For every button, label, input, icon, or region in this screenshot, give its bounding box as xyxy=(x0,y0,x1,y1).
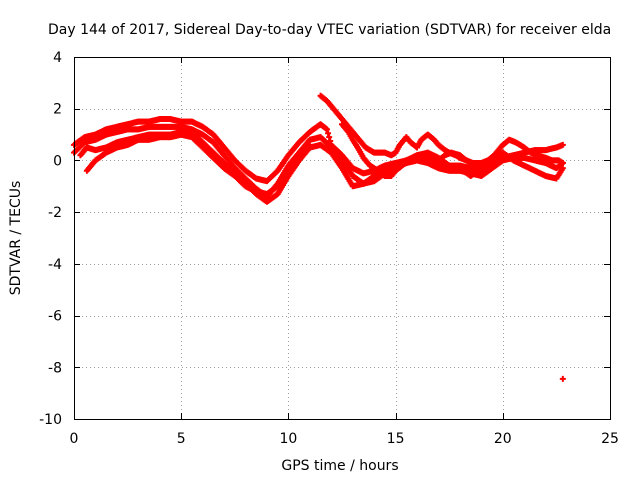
y-tick-label: -8 xyxy=(48,360,62,376)
data-point xyxy=(559,160,566,167)
x-axis-title: GPS time / hours xyxy=(281,458,398,474)
data-point xyxy=(325,130,332,137)
data-point xyxy=(559,375,566,382)
y-tick-label: -10 xyxy=(39,412,62,428)
data-point xyxy=(559,141,566,148)
data-point xyxy=(323,126,330,133)
y-tick-label: -6 xyxy=(48,309,62,325)
x-tick-label: 0 xyxy=(70,431,79,447)
x-tick-label: 20 xyxy=(494,431,512,447)
x-tick-label: 10 xyxy=(279,431,297,447)
y-axis-title: SDTVAR / TECUs xyxy=(8,181,24,296)
data-points xyxy=(71,92,566,382)
chart-title: Day 144 of 2017, Sidereal Day-to-day VTE… xyxy=(48,22,611,38)
data-point xyxy=(559,165,566,172)
grid xyxy=(74,57,610,419)
x-tick-label: 15 xyxy=(387,431,405,447)
y-tick-label: 2 xyxy=(53,102,62,118)
data-point xyxy=(327,138,334,145)
y-tick-label: -2 xyxy=(48,205,62,221)
y-tick-label: -4 xyxy=(48,257,62,273)
data-point xyxy=(306,141,313,148)
y-tick-label: 4 xyxy=(53,50,62,66)
plot-frame xyxy=(74,57,611,420)
y-tick-label: 0 xyxy=(53,153,62,169)
axis-ticks: 0 5 10 15 20 25 -10 -8 -6 -4 -2 0 2 4 xyxy=(39,50,619,447)
data-point xyxy=(484,160,491,167)
x-tick-label: 25 xyxy=(601,431,619,447)
data-point xyxy=(326,134,333,141)
x-tick-label: 5 xyxy=(177,431,186,447)
